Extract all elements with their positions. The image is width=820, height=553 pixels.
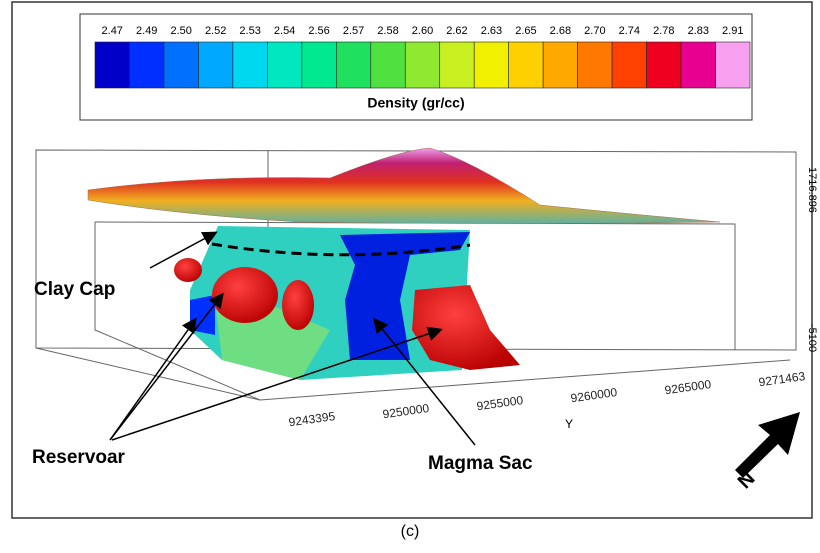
- colorbar-label: 2.57: [343, 25, 364, 37]
- colorbar-cell: [164, 42, 198, 88]
- colorbar-label: 2.53: [239, 25, 260, 37]
- colorbar-label: 2.47: [102, 25, 123, 37]
- colorbar-label: 2.68: [550, 25, 571, 37]
- colorbar-cell: [267, 42, 301, 88]
- colorbar-label: 2.54: [274, 25, 295, 37]
- z-tick-label: 1716.896: [806, 167, 818, 213]
- colorbar-label: 2.91: [722, 25, 743, 37]
- annotation: Magma Sac: [428, 453, 533, 474]
- colorbar-label: 2.70: [584, 25, 605, 37]
- colorbar-cell: [440, 42, 474, 88]
- z-tick-label: -5100: [806, 324, 818, 352]
- colorbar-label: 2.56: [308, 25, 329, 37]
- colorbar-cell: [474, 42, 508, 88]
- colorbar-label: 2.83: [688, 25, 709, 37]
- colorbar-cell: [336, 42, 370, 88]
- colorbar-cell: [405, 42, 439, 88]
- colorbar-label: 2.49: [136, 25, 157, 37]
- blue-side: [190, 295, 215, 335]
- colorbar-label: 2.60: [412, 25, 433, 37]
- colorbar-cell: [647, 42, 681, 88]
- colorbar-cell: [371, 42, 405, 88]
- colorbar-cell: [509, 42, 543, 88]
- colorbar-label: 2.58: [377, 25, 398, 37]
- colorbar-label: 2.50: [170, 25, 191, 37]
- colorbar-cell: [681, 42, 715, 88]
- colorbar-cell: [543, 42, 577, 88]
- colorbar-label: 2.74: [619, 25, 640, 37]
- colorbar-label: 2.63: [481, 25, 502, 37]
- colorbar-label: 2.52: [205, 25, 226, 37]
- caption: (c): [401, 523, 420, 540]
- colorbar-cell: [612, 42, 646, 88]
- annotation: Reservoar: [32, 447, 126, 468]
- red-body: [282, 280, 314, 330]
- colorbar-label: 2.65: [515, 25, 536, 37]
- red-body: [174, 258, 202, 282]
- y-axis-label: Y: [565, 417, 573, 431]
- colorbar-cell: [198, 42, 232, 88]
- colorbar-label: 2.78: [653, 25, 674, 37]
- figure: 2.47 2.49 2.50 2.52 2.53 2.54 2.56 2.57 2.58 2.60…: [0, 0, 820, 548]
- annotation: Clay Cap: [34, 279, 115, 300]
- colorbar-cell: [129, 42, 163, 88]
- colorbar-cell: [716, 42, 750, 88]
- colorbar-cell: [233, 42, 267, 88]
- colorbar-cell: [302, 42, 336, 88]
- colorbar-cell: [578, 42, 612, 88]
- colorbar-title: Density (gr/cc): [367, 95, 464, 111]
- colorbar-label: 2.62: [446, 25, 467, 37]
- colorbar-cell: [95, 42, 129, 88]
